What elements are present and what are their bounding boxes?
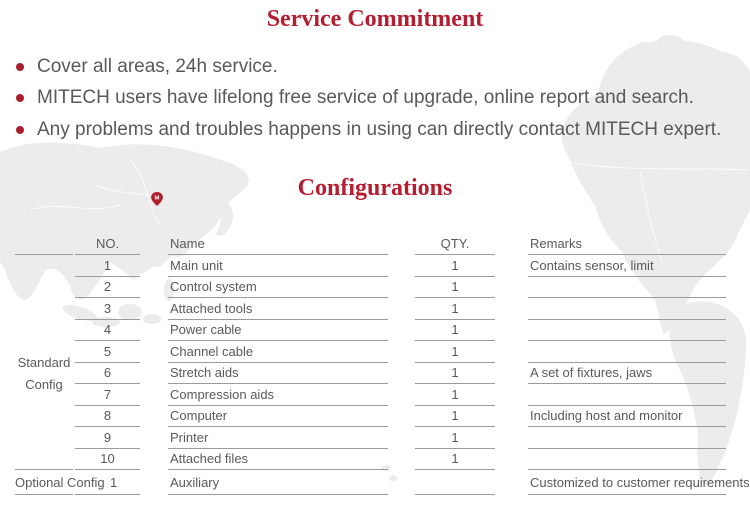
cell-remarks: [528, 298, 726, 320]
service-commitment-title: Service Commitment: [266, 6, 484, 32]
config-cell: [15, 298, 73, 320]
cell-remarks: Customized to customer requirements: [528, 470, 750, 495]
cell-qty: 1: [415, 320, 495, 341]
cell-no: 10: [75, 449, 140, 470]
table-row: 8 Computer 1 Including host and monitor: [15, 406, 726, 428]
cell-qty: [415, 470, 495, 495]
cell-remarks: [528, 384, 726, 406]
table-row-optional: Optional Config 1 Auxiliary Customized t…: [15, 470, 750, 495]
standard-config-line2: Config: [25, 377, 63, 392]
cell-remarks: Contains sensor, limit: [528, 255, 726, 277]
cell-name: Channel cable: [168, 341, 388, 363]
cell-name: Power cable: [168, 320, 388, 341]
cell-name: Computer: [168, 406, 388, 427]
header-remarks: Remarks: [528, 233, 726, 255]
cell-no: 3: [75, 298, 140, 320]
cell-name: Stretch aids: [168, 363, 388, 384]
table-row: 1 Main unit 1 Contains sensor, limit: [15, 255, 726, 277]
cell-name: Compression aids: [168, 384, 388, 406]
cell-no: 1: [75, 470, 140, 495]
cell-remarks: [528, 320, 726, 341]
cell-no: 8: [75, 406, 140, 427]
table-row: 2 Control system 1: [15, 277, 726, 299]
cell-remarks: A set of fixtures, jaws: [528, 363, 726, 384]
cell-name: Attached files: [168, 449, 388, 470]
cell-remarks: [528, 449, 726, 470]
bullet-icon: [16, 62, 24, 71]
standard-config-label: Standard Config: [15, 352, 73, 396]
table-header-row: NO. Name QTY. Remarks: [15, 233, 726, 255]
cell-no: 1: [75, 255, 140, 277]
cell-no: 2: [75, 277, 140, 298]
header-config-cell: [15, 233, 73, 255]
standard-config-line1: Standard: [17, 355, 71, 370]
cell-name: Main unit: [168, 255, 388, 277]
cell-no: 9: [75, 427, 140, 449]
header-qty: QTY.: [415, 233, 495, 255]
cell-name: Auxiliary: [168, 470, 388, 495]
table-row: 3 Attached tools 1: [15, 298, 726, 320]
bullet-icon: [16, 94, 24, 102]
cell-qty: 1: [415, 406, 495, 427]
header-no: NO.: [75, 233, 140, 255]
cell-qty: 1: [415, 427, 495, 449]
cell-qty: 1: [415, 363, 495, 384]
cell-name: Control system: [168, 277, 388, 298]
bullet-text: Cover all areas, 24h service.: [37, 55, 278, 77]
table-row: 9 Printer 1: [15, 427, 726, 449]
bullet-text: MITECH users have lifelong free service …: [37, 87, 694, 108]
cell-remarks: [528, 277, 726, 298]
cell-remarks: [528, 341, 726, 363]
pin-letter: M: [155, 196, 160, 202]
config-cell: [15, 449, 73, 470]
config-cell: [15, 427, 73, 449]
cell-qty: 1: [415, 384, 495, 406]
cell-qty: 1: [415, 449, 495, 470]
config-cell: [15, 320, 73, 342]
table-row: 6 Stretch aids 1 A set of fixtures, jaws: [15, 363, 726, 384]
cell-no: 6: [75, 363, 140, 384]
list-item: MITECH users have lifelong free service …: [16, 87, 721, 109]
configurations-table: Standard Config NO. Name QTY. Remarks 1 …: [15, 233, 750, 495]
header-name: Name: [168, 233, 388, 255]
cell-qty: 1: [415, 277, 495, 298]
cell-remarks: Including host and monitor: [528, 406, 726, 427]
bullet-icon: [16, 125, 24, 134]
cell-no: 5: [75, 341, 140, 363]
table-row: 7 Compression aids 1: [15, 384, 726, 406]
cell-no: 4: [75, 320, 140, 341]
cell-name: Attached tools: [168, 298, 388, 320]
service-bullet-list: Cover all areas, 24h service. MITECH use…: [16, 56, 721, 151]
table-row: 4 Power cable 1: [15, 320, 726, 342]
cell-name: Printer: [168, 427, 388, 449]
cell-qty: 1: [415, 298, 495, 320]
cell-qty: 1: [415, 255, 495, 277]
bullet-text: Any problems and troubles happens in usi…: [37, 118, 722, 140]
table-row: 10 Attached files 1: [15, 449, 726, 470]
cell-remarks: [528, 427, 726, 449]
cell-no: 7: [75, 384, 140, 406]
config-cell: [15, 255, 73, 277]
optional-config-label: Optional Config: [15, 470, 105, 495]
list-item: Any problems and troubles happens in usi…: [16, 119, 721, 140]
configurations-title: Configurations: [297, 175, 453, 201]
config-cell: [15, 277, 73, 299]
table-row: 5 Channel cable 1: [15, 341, 726, 363]
cell-qty: 1: [415, 341, 495, 363]
config-cell: [15, 406, 73, 428]
list-item: Cover all areas, 24h service.: [16, 56, 721, 77]
location-pin-icon: M: [151, 192, 163, 206]
